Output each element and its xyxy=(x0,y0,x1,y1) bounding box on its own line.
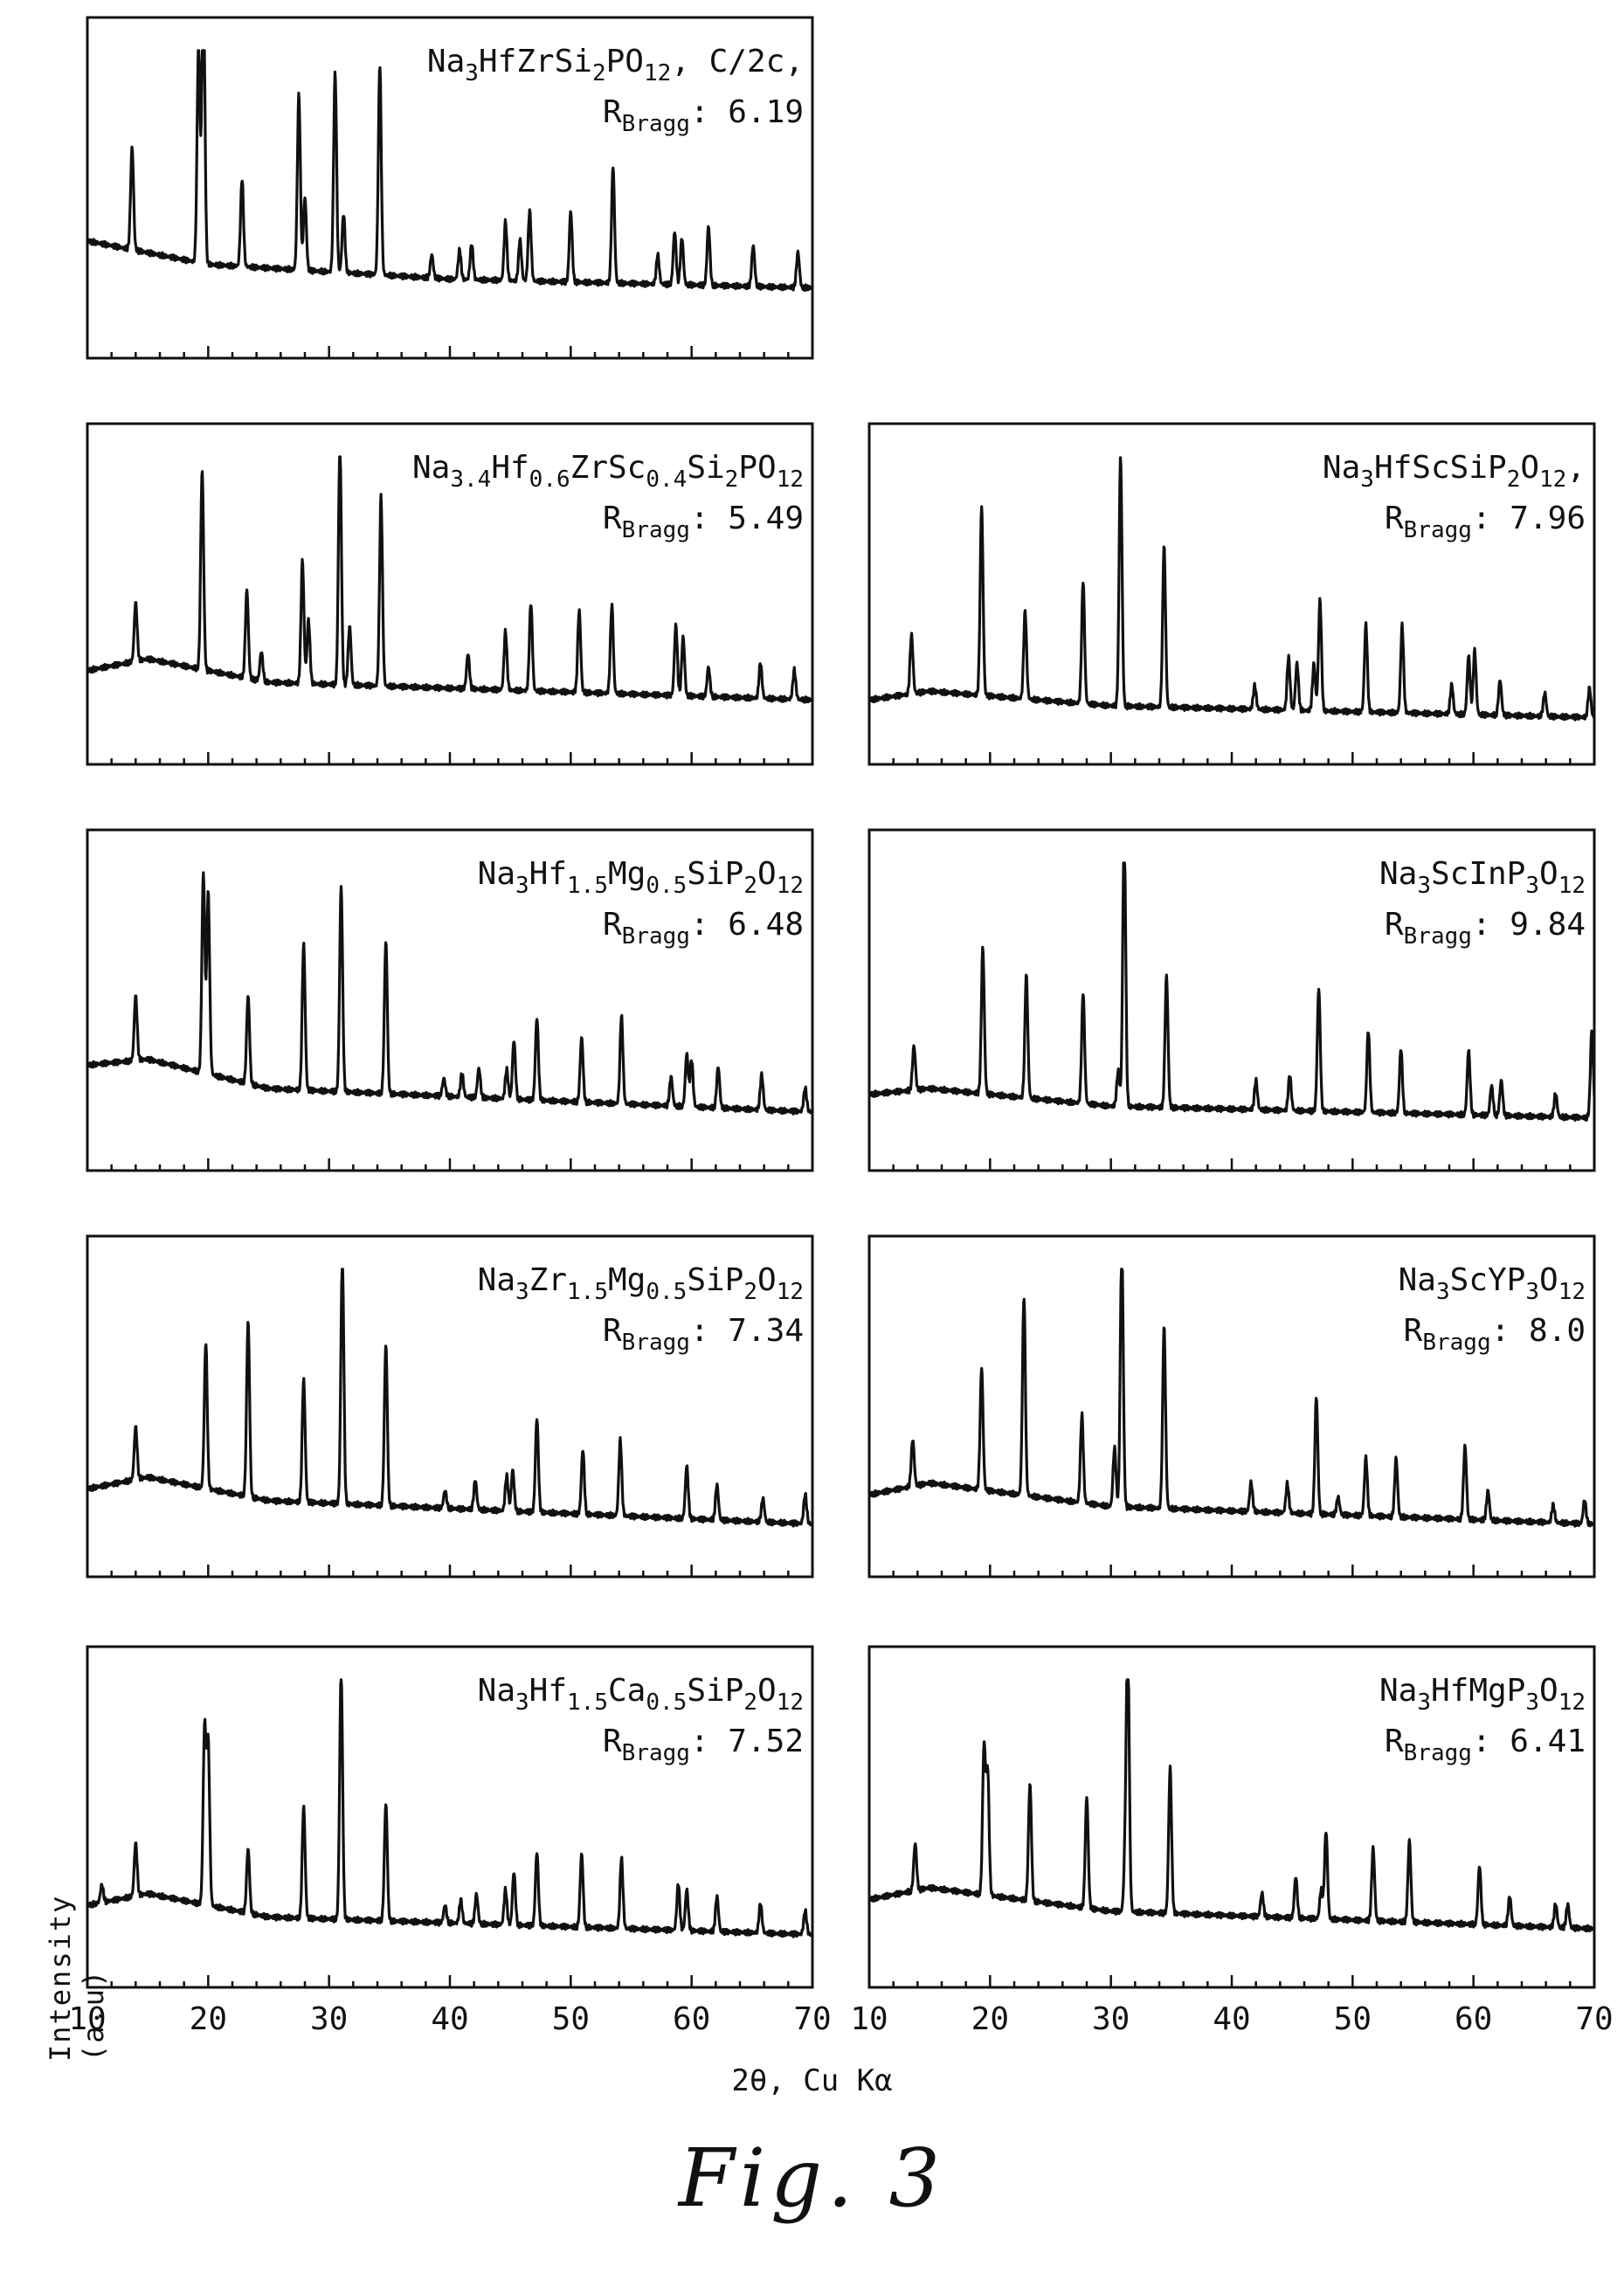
x-tick-label: 50 xyxy=(552,2001,590,2037)
xrd-panel-8: Na3​Hf1.5​Ca0.5​SiP2​O12​ RBragg​: 7.52 10… xyxy=(68,1645,832,2037)
x-tick-label: 20 xyxy=(971,2001,1009,2037)
x-tick-label: 20 xyxy=(190,2001,227,2037)
r-bragg-label: RBragg​: 5.49 xyxy=(603,501,804,543)
pattern-line xyxy=(867,861,1596,1123)
x-axis-label: 2θ, Cu Kα xyxy=(731,2063,893,2098)
composition-label: Na3​ScYP3​O12​ xyxy=(1399,1262,1586,1305)
composition-label: Na3​Hf1.5​Ca0.5​SiP2​O12​ xyxy=(478,1673,804,1716)
figure-caption: Fig. 3 xyxy=(678,2131,946,2225)
composition-label: Na3​ScInP3​O12​ xyxy=(1379,856,1586,899)
x-tick-label: 70 xyxy=(1575,2001,1613,2037)
x-tick-label: 60 xyxy=(1455,2001,1492,2037)
xrd-panel-2: Na3.4​Hf0.6​ZrSc0.4​Si2​PO12​ RBragg​: 5.… xyxy=(86,422,814,766)
x-tick-label: 10 xyxy=(68,2001,106,2037)
x-tick-label: 30 xyxy=(310,2001,348,2037)
x-tick-label: 40 xyxy=(431,2001,468,2037)
r-bragg-label: RBragg​: 7.34 xyxy=(603,1313,804,1356)
composition-label: Na3.4​Hf0.6​ZrSc0.4​Si2​PO12​ xyxy=(412,450,804,493)
composition-label: Na3​HfScSiP2​O12​, xyxy=(1323,450,1586,493)
y-axis-label: Intensity (a.u) xyxy=(44,1894,110,2062)
pattern-line xyxy=(867,1268,1596,1528)
xrd-panel-6: Na3​Zr1.5​Mg0.5​SiP2​O12​ RBragg​: 7.34 xyxy=(86,1234,814,1579)
composition-label: Na3​HfZrSi2​PO12​, C/2c, xyxy=(427,44,804,86)
pattern-line xyxy=(86,49,814,292)
r-bragg-label: RBragg​: 7.52 xyxy=(603,1724,804,1766)
composition-label: Na3​HfMgP3​O12​ xyxy=(1379,1673,1586,1716)
pattern-line xyxy=(86,1268,814,1528)
r-bragg-label: RBragg​: 6.48 xyxy=(603,907,804,950)
r-bragg-label: RBragg​: 8.0 xyxy=(1404,1313,1586,1356)
pattern-line xyxy=(86,871,814,1116)
xrd-panel-7: Na3​ScYP3​O12​ RBragg​: 8.0 xyxy=(867,1234,1596,1579)
x-tick-label: 10 xyxy=(850,2001,888,2037)
r-bragg-label: RBragg​: 6.41 xyxy=(1385,1724,1586,1766)
composition-label: Na3​Hf1.5​Mg0.5​SiP2​O12​ xyxy=(478,856,804,899)
x-tick-label: 30 xyxy=(1092,2001,1130,2037)
composition-label: Na3​Zr1.5​Mg0.5​SiP2​O12​ xyxy=(478,1262,804,1305)
pattern-line xyxy=(86,455,814,704)
r-bragg-label: RBragg​: 7.96 xyxy=(1385,501,1586,543)
x-tick-label: 50 xyxy=(1334,2001,1372,2037)
pattern-line xyxy=(867,456,1596,722)
x-tick-label: 40 xyxy=(1213,2001,1250,2037)
xrd-panel-9: Na3​HfMgP3​O12​ RBragg​: 6.41 10 20 30 40 50 60… xyxy=(850,1645,1614,2037)
xrd-panel-5: Na3​ScInP3​O12​ RBragg​: 9.84 xyxy=(867,828,1596,1172)
x-tick-label: 60 xyxy=(673,2001,710,2037)
r-bragg-label: RBragg​: 6.19 xyxy=(603,94,804,137)
xrd-panel-4: Na3​Hf1.5​Mg0.5​SiP2​O12​ RBragg​: 6.48 xyxy=(86,828,814,1172)
xrd-panel-1: Na3​HfZrSi2​PO12​, C/2c, RBragg​: 6.19 xyxy=(86,16,814,360)
xrd-panel-3: Na3​HfScSiP2​O12​, RBragg​: 7.96 xyxy=(867,422,1596,766)
x-tick-label: 70 xyxy=(793,2001,831,2037)
pattern-line xyxy=(86,1678,814,1938)
pattern-line xyxy=(867,1678,1596,1933)
r-bragg-label: RBragg​: 9.84 xyxy=(1385,907,1586,950)
